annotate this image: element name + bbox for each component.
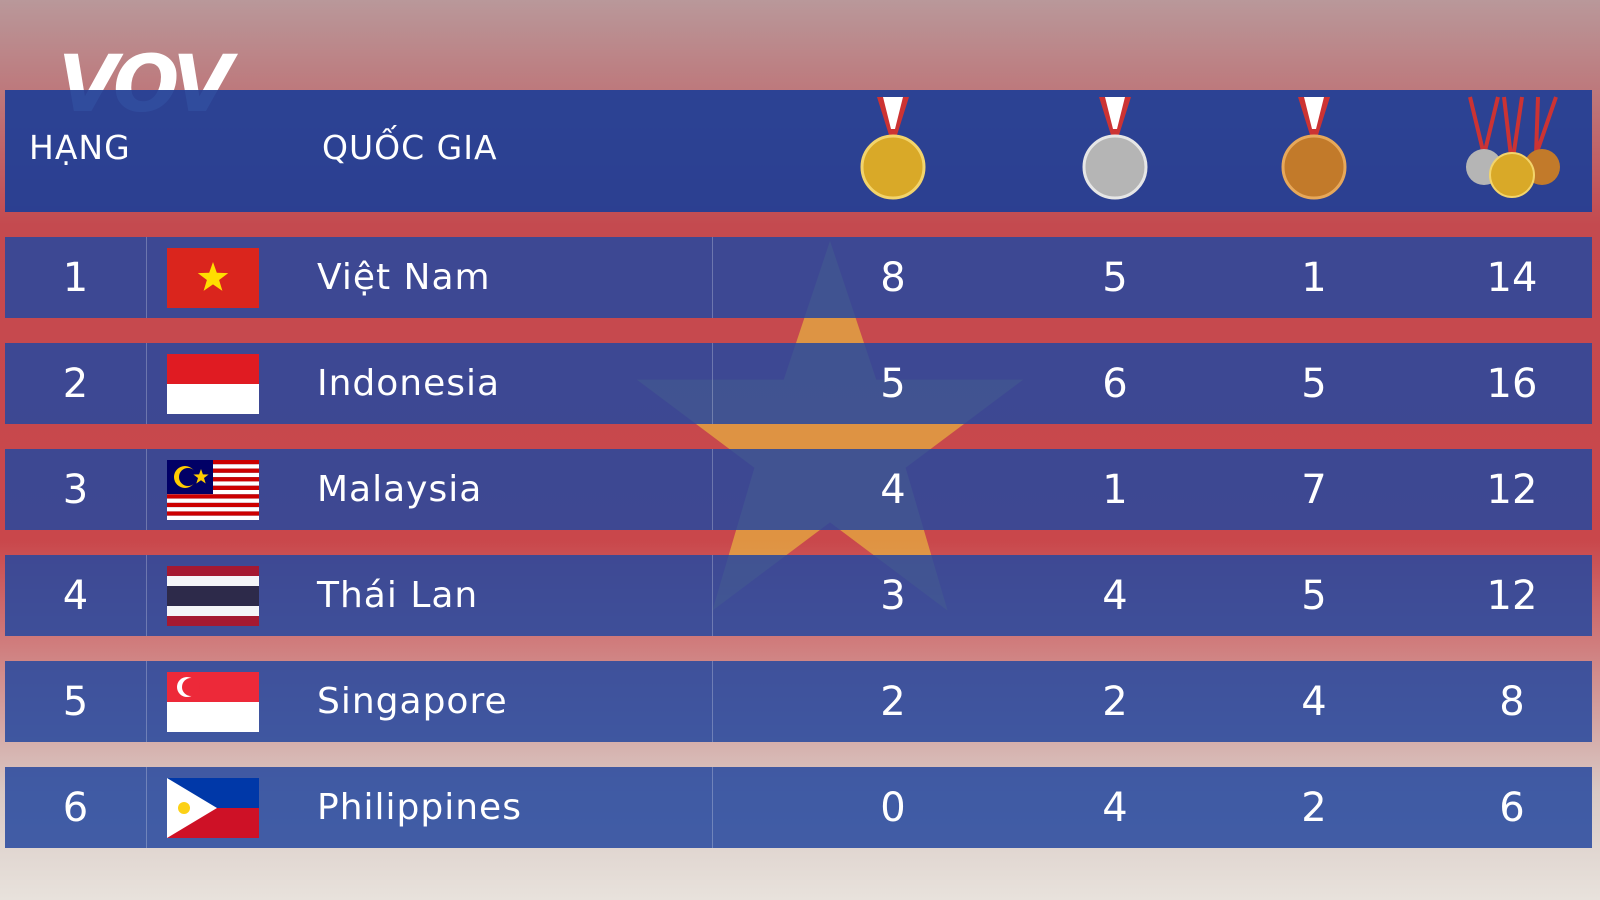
flag-image	[167, 566, 259, 626]
rank: 3	[62, 466, 89, 513]
separator	[712, 449, 713, 530]
separator	[146, 343, 147, 424]
rank: 1	[62, 254, 89, 301]
rank: 6	[62, 784, 89, 831]
separator	[146, 449, 147, 530]
total-medals-icon	[1466, 96, 1560, 198]
flag-image	[167, 354, 259, 414]
gold-count: 8	[880, 254, 906, 301]
header-band: HẠNG QUỐC GIA	[5, 90, 1592, 212]
total-count: 6	[1499, 784, 1525, 831]
total-count: 16	[1486, 360, 1538, 407]
bronze-count: 7	[1301, 466, 1327, 513]
country-name: Singapore	[317, 681, 508, 722]
background-star	[636, 241, 1024, 611]
table-row: 2 Indonesia 5 6 5 16	[5, 343, 1592, 424]
separator	[146, 661, 147, 742]
silver-count: 6	[1102, 360, 1128, 407]
separator	[712, 767, 713, 848]
table-row: 5 Singapore 2 2 4 8	[5, 661, 1592, 742]
flag-image	[167, 460, 259, 520]
flag-image	[167, 672, 259, 732]
table-row: 6 Philippines 0 4 2 6	[5, 767, 1592, 848]
flag	[167, 354, 259, 418]
country-name: Malaysia	[317, 469, 483, 510]
rank-header: HẠNG	[29, 128, 131, 167]
bronze-count: 1	[1301, 254, 1327, 301]
flag	[167, 566, 259, 630]
gold-medal-icon	[860, 97, 926, 200]
total-count: 14	[1486, 254, 1538, 301]
rank: 5	[62, 678, 89, 725]
total-count: 8	[1499, 678, 1525, 725]
flag	[167, 672, 259, 736]
separator	[712, 555, 713, 636]
rank: 2	[62, 360, 89, 407]
silver-count: 2	[1102, 678, 1128, 725]
total-count: 12	[1486, 572, 1538, 619]
gold-count: 3	[880, 572, 906, 619]
bronze-count: 4	[1301, 678, 1327, 725]
country-header: QUỐC GIA	[322, 128, 498, 167]
separator	[712, 237, 713, 318]
rank: 4	[62, 572, 89, 619]
separator	[146, 555, 147, 636]
gold-count: 0	[880, 784, 906, 831]
table-row: 1 Việt Nam 8 5 1 14	[5, 237, 1592, 318]
bronze-count: 5	[1301, 572, 1327, 619]
country-name: Indonesia	[317, 363, 501, 404]
country-name: Philippines	[317, 787, 522, 828]
silver-count: 4	[1102, 572, 1128, 619]
country-name: Việt Nam	[317, 257, 491, 298]
gold-count: 5	[880, 360, 906, 407]
silver-count: 1	[1102, 466, 1128, 513]
separator	[712, 661, 713, 742]
gold-count: 4	[880, 466, 906, 513]
flag-image	[167, 778, 259, 838]
gold-count: 2	[880, 678, 906, 725]
silver-count: 5	[1102, 254, 1128, 301]
table-row: 4 Thái Lan 3 4 5 12	[5, 555, 1592, 636]
bronze-medal-icon	[1281, 97, 1347, 200]
separator	[146, 237, 147, 318]
flag	[167, 778, 259, 842]
silver-medal-icon	[1082, 97, 1148, 200]
flag	[167, 248, 259, 312]
separator	[712, 343, 713, 424]
bronze-count: 5	[1301, 360, 1327, 407]
total-count: 12	[1486, 466, 1538, 513]
bronze-count: 2	[1301, 784, 1327, 831]
country-name: Thái Lan	[317, 575, 479, 616]
flag	[167, 460, 259, 524]
flag-image	[167, 248, 259, 308]
separator	[146, 767, 147, 848]
table-row: 3 Malaysia 4 1 7 12	[5, 449, 1592, 530]
silver-count: 4	[1102, 784, 1128, 831]
